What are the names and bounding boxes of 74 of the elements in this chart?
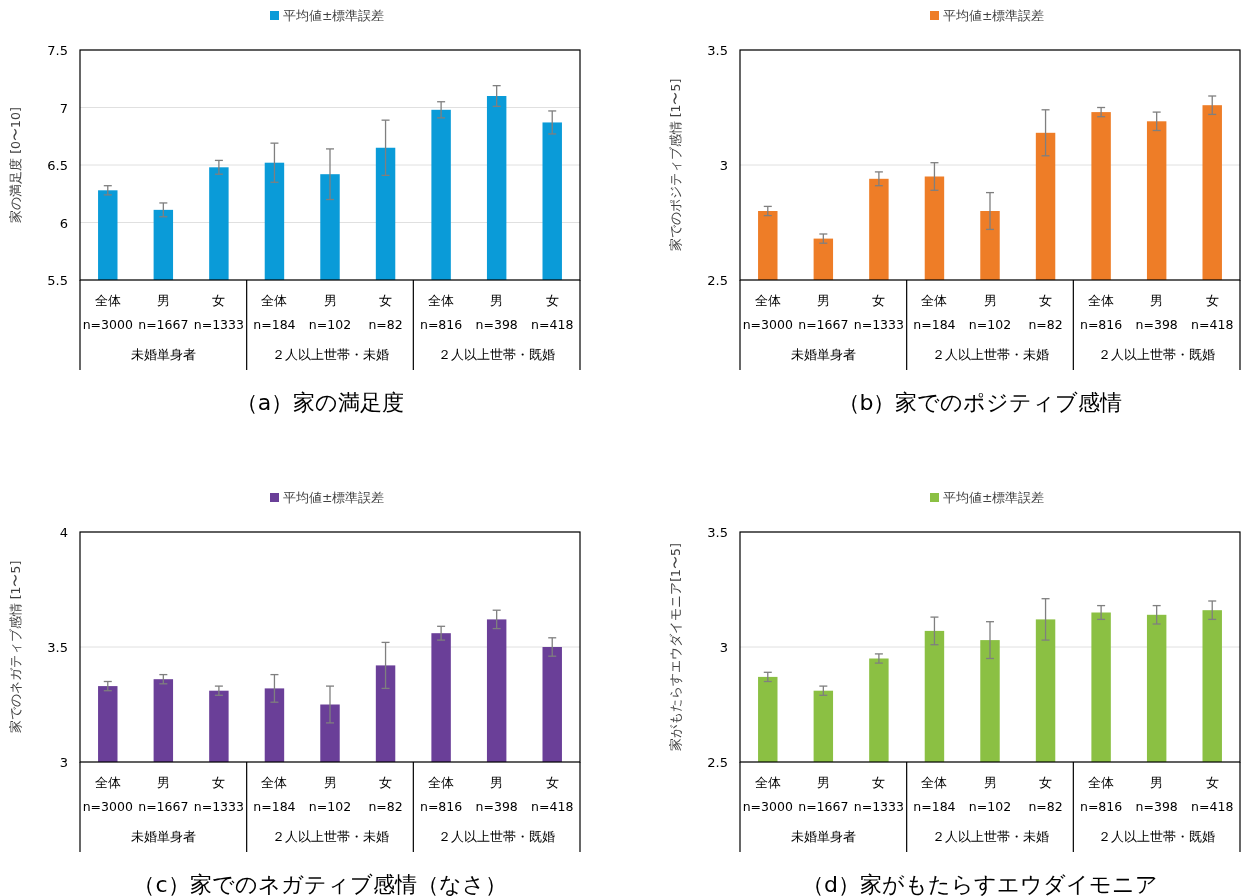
y-axis-title: 家の満足度 [0〜10] xyxy=(8,107,23,223)
text: ２人以上世帯・既婚 xyxy=(438,829,556,844)
y-tick-label: 3 xyxy=(719,158,728,173)
legend: 平均値±標準誤差 xyxy=(270,8,385,23)
y-axis-title: 家でのポジティブ感情 [1〜5] xyxy=(668,78,683,252)
text: （d）家がもたらすエウダイモニア xyxy=(802,872,1158,896)
x-tick-label: 女 n=82 xyxy=(1028,775,1063,814)
text: （c）家でのネガティブ感情（なさ） xyxy=(133,872,507,896)
y-tick-label: 3 xyxy=(59,755,68,770)
x-tick-label: 女 n=1333 xyxy=(193,293,244,332)
text: 未婚単身者 xyxy=(790,829,856,844)
x-tick-label: 女 n=1333 xyxy=(193,775,244,814)
y-tick-label: 6.5 xyxy=(47,158,68,173)
x-tick-label: 男 n=102 xyxy=(308,293,352,332)
x-tick-label: 全体 n=3000 xyxy=(742,775,793,814)
text: （b）家でのポジティブ感情 xyxy=(837,390,1123,415)
text: 未婚単身者 xyxy=(130,829,196,844)
x-tick-label: 女 n=1333 xyxy=(853,293,904,332)
text: ２人以上世帯・未婚 xyxy=(931,347,1049,362)
x-tick-label: 女 n=82 xyxy=(1028,293,1063,332)
y-tick-label: 3 xyxy=(719,640,728,655)
x-tick-label: 女 n=418 xyxy=(1191,775,1234,814)
y-tick-label: 3.5 xyxy=(707,43,728,58)
y-tick-label: 2.5 xyxy=(707,755,728,770)
y-tick-label: 2.5 xyxy=(707,273,728,288)
text: 未婚単身者 xyxy=(790,347,856,362)
x-tick-label: 全体 n=816 xyxy=(1079,293,1123,332)
text: ２人以上世帯・既婚 xyxy=(438,347,556,362)
x-tick-label: 男 n=102 xyxy=(968,293,1012,332)
x-tick-label: 男 n=398 xyxy=(1135,293,1178,332)
y-tick-label: 4 xyxy=(59,525,68,540)
legend: 平均値±標準誤差 xyxy=(270,490,385,505)
y-tick-label: 7.5 xyxy=(47,43,68,58)
x-tick-label: 男 n=398 xyxy=(1135,775,1178,814)
x-tick-label: 全体 n=816 xyxy=(419,293,463,332)
legend: 平均値±標準誤差 xyxy=(930,8,1045,23)
y-tick-label: 3.5 xyxy=(47,640,68,655)
x-tick-label: 女 n=418 xyxy=(531,293,574,332)
x-tick-label: 女 n=1333 xyxy=(853,775,904,814)
text: ２人以上世帯・既婚 xyxy=(1098,829,1216,844)
x-tick-label: 女 n=418 xyxy=(531,775,574,814)
x-tick-label: 全体 n=3000 xyxy=(742,293,793,332)
text: ２人以上世帯・既婚 xyxy=(1098,347,1216,362)
text: ２人以上世帯・未婚 xyxy=(271,347,389,362)
x-tick-label: 全体 n=816 xyxy=(1079,775,1123,814)
x-tick-label: 全体 n=3000 xyxy=(82,293,133,332)
legend: 平均値±標準誤差 xyxy=(930,490,1045,505)
y-tick-label: 5.5 xyxy=(47,273,68,288)
y-axis-title: 家がもたらすエウダイモニア[1〜5] xyxy=(668,543,683,751)
x-tick-label: 女 n=82 xyxy=(368,293,403,332)
y-tick-label: 3.5 xyxy=(707,525,728,540)
text: ２人以上世帯・未婚 xyxy=(271,829,389,844)
x-tick-label: 男 n=398 xyxy=(475,293,518,332)
x-tick-label: 男 n=1667 xyxy=(798,293,849,332)
x-tick-label: 男 n=398 xyxy=(475,775,518,814)
text: 未婚単身者 xyxy=(130,347,196,362)
x-tick-label: 男 n=1667 xyxy=(798,775,849,814)
x-tick-label: 全体 n=184 xyxy=(913,775,956,814)
x-tick-label: 全体 n=816 xyxy=(419,775,463,814)
text: ２人以上世帯・未婚 xyxy=(931,829,1049,844)
x-tick-label: 全体 n=184 xyxy=(253,775,296,814)
y-tick-label: 6 xyxy=(59,215,68,231)
x-tick-label: 男 n=102 xyxy=(968,775,1012,814)
y-axis-title: 家でのネガティブ感情 [1〜5] xyxy=(8,560,23,734)
text: （a）家の満足度 xyxy=(235,390,405,415)
y-tick-label: 7 xyxy=(59,100,68,116)
x-tick-label: 女 n=82 xyxy=(368,775,403,814)
x-tick-label: 男 n=1667 xyxy=(138,293,189,332)
x-tick-label: 全体 n=184 xyxy=(253,293,296,332)
x-tick-label: 男 n=102 xyxy=(308,775,352,814)
x-tick-label: 女 n=418 xyxy=(1191,293,1234,332)
x-tick-label: 男 n=1667 xyxy=(138,775,189,814)
x-tick-label: 全体 n=3000 xyxy=(82,775,133,814)
x-tick-label: 全体 n=184 xyxy=(913,293,956,332)
